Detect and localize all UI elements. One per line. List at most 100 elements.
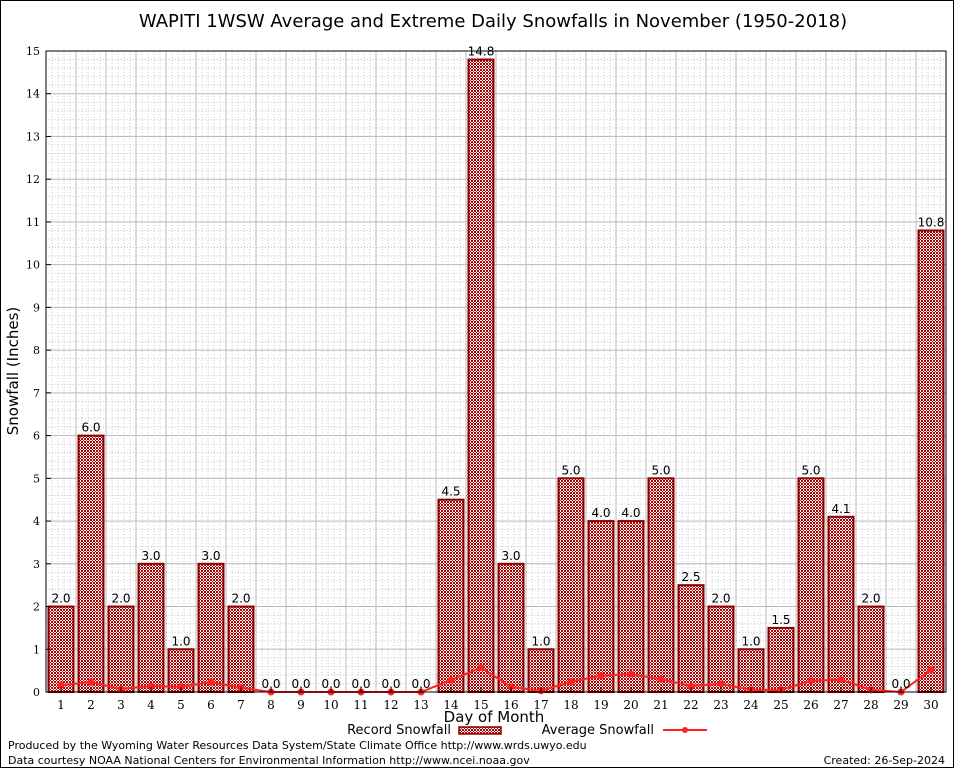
x-tick-label: 4	[147, 698, 155, 712]
average-point	[57, 681, 65, 689]
x-tick-label: 15	[473, 698, 488, 712]
x-axis-label: Day of Month	[444, 708, 545, 726]
y-tick-label: 5	[33, 472, 40, 485]
average-point	[507, 683, 515, 691]
y-tick-label: 10	[26, 259, 40, 272]
record-bar	[857, 605, 885, 693]
bar-value-label: 1.0	[531, 634, 550, 648]
y-tick-label: 6	[33, 430, 40, 443]
x-tick-label: 10	[323, 698, 338, 712]
bar-value-label: 14.8	[468, 45, 495, 59]
record-bar	[677, 584, 705, 694]
y-tick-label: 12	[26, 173, 40, 186]
y-tick-label: 0	[33, 686, 40, 699]
record-bar	[827, 515, 855, 693]
y-tick-label: 11	[26, 216, 40, 229]
x-tick-label: 19	[593, 698, 608, 712]
y-tick-label: 13	[26, 130, 40, 143]
legend-record-swatch	[458, 726, 502, 735]
average-point	[717, 680, 725, 688]
x-tick-label: 3	[117, 698, 125, 712]
record-bar	[617, 520, 645, 693]
x-tick-label: 16	[503, 698, 518, 712]
legend: Record Snowfall Average Snowfall	[347, 723, 707, 738]
x-tick-label: 27	[833, 698, 848, 712]
bar-value-label: 0.0	[291, 677, 310, 691]
record-bar	[77, 434, 105, 693]
y-axis-label: Snowfall (Inches)	[4, 307, 22, 435]
x-tick-label: 6	[207, 698, 215, 712]
y-tick-label: 4	[33, 515, 40, 528]
average-point	[837, 676, 845, 684]
bar-value-label: 4.1	[831, 502, 850, 516]
bar-value-label: 4.0	[621, 506, 640, 520]
average-point	[87, 678, 95, 686]
bar-value-label: 10.8	[918, 215, 945, 229]
record-bar	[797, 477, 825, 694]
record-bar	[227, 605, 255, 693]
bar-value-label: 0.0	[411, 677, 430, 691]
bar-value-label: 3.0	[201, 549, 220, 563]
x-tick-label: 28	[863, 698, 878, 712]
bar-value-label: 1.0	[171, 634, 190, 648]
y-tick-label: 8	[33, 344, 40, 357]
record-bar	[587, 520, 615, 693]
x-tick-label: 14	[443, 698, 459, 712]
x-tick-label: 25	[773, 698, 788, 712]
record-bar	[467, 58, 495, 693]
bar-value-label: 5.0	[561, 463, 580, 477]
average-point	[177, 683, 185, 691]
x-tick-label: 21	[653, 698, 668, 712]
record-bar	[527, 648, 555, 693]
average-point	[927, 666, 935, 674]
average-point	[207, 678, 215, 686]
x-tick-label: 9	[297, 698, 305, 712]
bar-value-label: 2.0	[111, 592, 130, 606]
average-point	[657, 675, 665, 683]
record-bar	[137, 562, 165, 693]
footer-created: Created: 26-Sep-2024	[823, 754, 945, 767]
x-tick-label: 29	[893, 698, 908, 712]
record-bar	[647, 477, 675, 694]
x-tick-label: 5	[177, 698, 185, 712]
record-bar	[557, 477, 585, 694]
average-point	[477, 664, 485, 672]
bar-value-label: 1.0	[741, 634, 760, 648]
y-tick-label: 15	[26, 45, 40, 58]
bar-value-label: 2.0	[711, 592, 730, 606]
legend-average-marker	[682, 727, 688, 733]
bar-value-label: 0.0	[351, 677, 370, 691]
bar-value-label: 6.0	[81, 421, 100, 435]
bar-value-label: 3.0	[501, 549, 520, 563]
x-tick-label: 18	[563, 698, 578, 712]
record-bar	[197, 562, 225, 693]
average-point	[447, 676, 455, 684]
bar-value-label: 5.0	[651, 463, 670, 477]
record-bar	[767, 626, 795, 694]
record-bar	[47, 605, 75, 693]
y-tick-label: 2	[33, 601, 40, 614]
bar-value-label: 4.5	[441, 485, 460, 499]
average-point	[567, 678, 575, 686]
x-tick-label: 17	[533, 698, 548, 712]
record-bar	[107, 605, 135, 693]
chart-title: WAPITI 1WSW Average and Extreme Daily Sn…	[139, 11, 847, 32]
bar-value-label: 2.5	[681, 570, 700, 584]
record-bar	[917, 229, 945, 693]
average-point	[807, 677, 815, 685]
record-bar	[707, 605, 735, 693]
footer-produced-by: Produced by the Wyoming Water Resources …	[8, 739, 587, 752]
x-tick-label: 12	[383, 698, 398, 712]
y-tick-label: 7	[33, 387, 40, 400]
x-tick-label: 8	[267, 698, 275, 712]
bar-value-label: 3.0	[141, 549, 160, 563]
bar-value-label: 4.0	[591, 506, 610, 520]
x-tick-label: 24	[743, 698, 759, 712]
legend-average-label: Average Snowfall	[542, 723, 654, 738]
bar-value-label: 1.5	[771, 613, 790, 627]
average-point	[627, 670, 635, 678]
bar-value-label: 2.0	[231, 592, 250, 606]
bar-value-label: 0.0	[891, 677, 910, 691]
